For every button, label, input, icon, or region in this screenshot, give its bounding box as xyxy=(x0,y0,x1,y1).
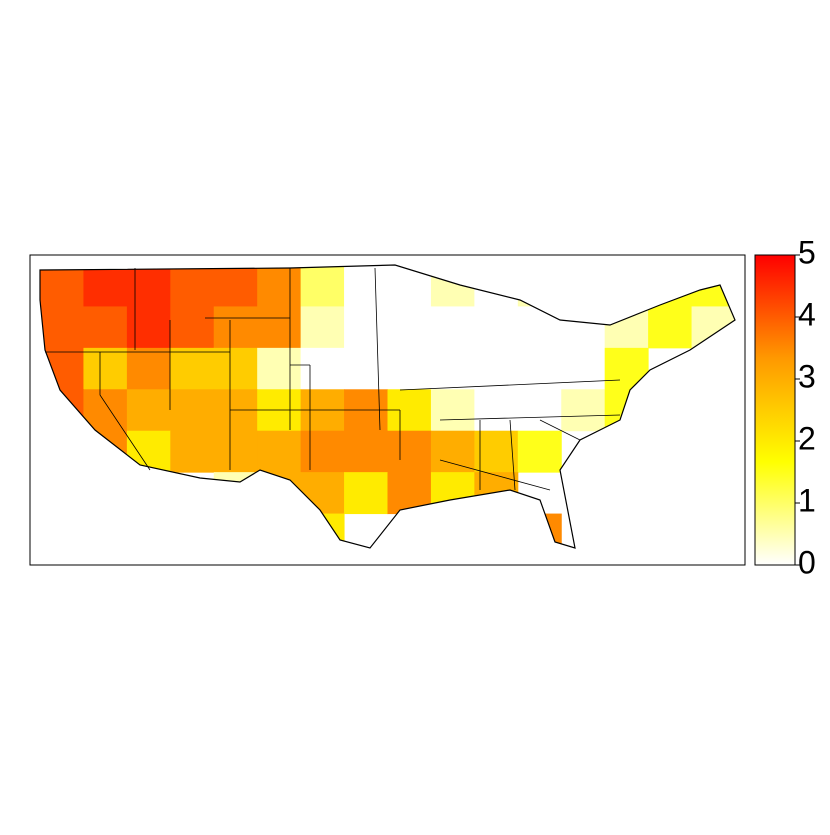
heat-cell xyxy=(300,472,345,515)
heat-cell xyxy=(430,472,475,515)
heat-cell xyxy=(170,306,215,349)
heat-cell xyxy=(604,265,649,307)
heat-cell xyxy=(430,430,475,473)
colorbar-tick-label: 1 xyxy=(798,482,816,518)
heat-cell xyxy=(474,389,519,432)
heat-cell xyxy=(170,430,215,473)
heat-cell xyxy=(213,430,258,473)
colorbar-tick-label: 0 xyxy=(798,544,816,580)
heat-cell xyxy=(344,430,388,473)
heat-cell xyxy=(40,306,84,349)
heat-cell xyxy=(170,389,215,432)
heat-cell xyxy=(691,306,735,349)
heat-cell xyxy=(126,265,171,307)
heat-cell xyxy=(257,347,302,390)
heat-cell xyxy=(40,430,84,473)
heat-cell xyxy=(170,265,215,307)
heat-cell xyxy=(257,472,302,515)
heat-cell xyxy=(517,513,562,548)
heat-cell xyxy=(300,347,345,390)
heat-cell xyxy=(83,347,128,390)
heat-cell xyxy=(300,265,345,307)
heat-cell xyxy=(300,513,345,548)
heat-cell xyxy=(344,347,388,390)
state-borders xyxy=(45,267,621,491)
heat-cell xyxy=(344,306,388,349)
heat-cell xyxy=(474,265,519,307)
heat-cell xyxy=(126,389,171,432)
heat-cell xyxy=(126,306,171,349)
heat-cell xyxy=(430,347,475,390)
heat-cell xyxy=(387,306,432,349)
heat-cell xyxy=(561,306,606,349)
heat-cell xyxy=(170,347,215,390)
colorbar-tick-label: 4 xyxy=(798,296,816,332)
heat-cell xyxy=(387,347,432,390)
heat-cell xyxy=(257,306,302,349)
heat-cell xyxy=(300,306,345,349)
us-outline xyxy=(39,264,736,549)
colorbar-tick-label: 5 xyxy=(798,234,816,270)
heat-cell xyxy=(213,306,258,349)
heat-cell xyxy=(300,430,345,473)
heat-cell xyxy=(517,265,562,307)
heat-cell xyxy=(257,265,302,307)
heat-cell xyxy=(561,389,606,432)
heat-cell xyxy=(387,265,432,307)
heat-cell xyxy=(213,347,258,390)
colorbar xyxy=(754,254,796,566)
heat-cell xyxy=(561,347,606,390)
heat-cell xyxy=(40,265,84,307)
heat-cell xyxy=(387,430,432,473)
heat-cell xyxy=(474,430,519,473)
heat-cell xyxy=(561,265,606,307)
heat-cell xyxy=(691,265,735,307)
heat-cell xyxy=(474,347,519,390)
colorbar-tick-label: 3 xyxy=(798,358,816,394)
heat-cell xyxy=(257,430,302,473)
heat-cell xyxy=(517,306,562,349)
heat-cell xyxy=(83,389,128,432)
heat-cell xyxy=(83,430,128,473)
heat-cell xyxy=(430,306,475,349)
heat-cell xyxy=(430,389,475,432)
heat-cell xyxy=(213,472,258,515)
heat-cell xyxy=(474,306,519,349)
heat-cell xyxy=(83,306,128,349)
heat-cell xyxy=(344,472,388,515)
heat-cell xyxy=(430,265,475,307)
heat-cell xyxy=(126,347,171,390)
colorbar-tick-label: 2 xyxy=(798,420,816,456)
heat-cell xyxy=(604,347,649,390)
heat-cell xyxy=(83,265,128,307)
heat-cell xyxy=(517,430,562,473)
heat-cell xyxy=(474,472,519,515)
heat-cell xyxy=(517,389,562,432)
heat-cell xyxy=(213,265,258,307)
heat-cell xyxy=(344,265,388,307)
heat-cell xyxy=(648,306,693,349)
plot-frame xyxy=(29,254,746,566)
